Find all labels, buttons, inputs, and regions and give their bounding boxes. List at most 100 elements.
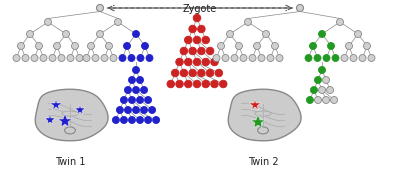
Circle shape [211,58,218,66]
Circle shape [136,97,144,104]
Circle shape [124,42,130,49]
Circle shape [215,69,223,77]
Circle shape [198,25,205,33]
Circle shape [132,106,140,113]
Circle shape [44,18,52,26]
Circle shape [322,97,330,104]
Circle shape [254,42,260,49]
Circle shape [128,77,136,84]
Circle shape [128,54,135,61]
Circle shape [236,42,242,49]
Circle shape [318,66,326,73]
Circle shape [310,42,316,49]
Circle shape [116,106,123,113]
Circle shape [140,106,148,113]
Circle shape [323,54,330,61]
Circle shape [176,80,183,88]
Circle shape [211,80,218,88]
Circle shape [128,97,136,104]
Circle shape [67,54,74,61]
Circle shape [180,69,188,77]
Circle shape [83,54,90,61]
Circle shape [149,106,156,113]
Circle shape [137,54,144,61]
Circle shape [18,42,24,49]
Circle shape [258,54,265,61]
Circle shape [318,30,326,38]
Circle shape [341,54,348,61]
Circle shape [249,54,256,61]
Circle shape [124,106,132,113]
Ellipse shape [64,127,76,134]
Circle shape [267,54,274,61]
Circle shape [276,54,283,61]
Circle shape [110,54,117,61]
Circle shape [350,54,357,61]
Circle shape [96,5,104,11]
Circle shape [354,30,362,38]
Circle shape [54,42,60,49]
Circle shape [222,54,229,61]
Circle shape [119,54,126,61]
Circle shape [189,47,196,55]
Text: Twin 2: Twin 2 [248,157,278,167]
Circle shape [240,54,247,61]
Circle shape [193,80,201,88]
Circle shape [314,54,321,61]
Circle shape [171,69,179,77]
Circle shape [72,42,78,49]
Circle shape [136,77,144,84]
Circle shape [189,25,196,33]
Circle shape [26,30,34,38]
Circle shape [144,117,152,124]
Circle shape [226,30,234,38]
Circle shape [167,80,174,88]
Circle shape [206,69,214,77]
Circle shape [306,97,314,104]
Circle shape [220,80,227,88]
Ellipse shape [255,111,271,116]
Circle shape [22,54,29,61]
Circle shape [96,30,104,38]
Circle shape [202,36,210,44]
Circle shape [206,47,214,55]
Circle shape [106,42,112,49]
Circle shape [198,47,205,55]
Circle shape [13,54,20,61]
Text: Zygote: Zygote [183,4,217,14]
Circle shape [189,69,196,77]
PathPatch shape [228,89,301,141]
Circle shape [328,42,334,49]
Ellipse shape [258,127,268,134]
Circle shape [218,42,224,49]
Circle shape [193,58,201,66]
Circle shape [330,97,338,104]
Circle shape [114,18,122,26]
Circle shape [124,86,132,93]
Circle shape [346,42,352,49]
Circle shape [202,58,210,66]
Circle shape [322,77,330,84]
Circle shape [336,18,344,26]
Circle shape [142,42,148,49]
Circle shape [132,66,140,73]
Circle shape [364,42,370,49]
Circle shape [193,36,201,44]
Circle shape [326,86,334,93]
Circle shape [314,97,322,104]
Circle shape [198,69,205,77]
Circle shape [272,42,278,49]
Circle shape [296,5,304,11]
Circle shape [40,54,47,61]
Circle shape [184,80,192,88]
Circle shape [132,86,140,93]
Circle shape [62,30,70,38]
Circle shape [36,42,42,49]
Circle shape [180,47,188,55]
Circle shape [140,86,148,93]
Circle shape [305,54,312,61]
Circle shape [144,97,152,104]
Circle shape [49,54,56,61]
Circle shape [92,54,99,61]
Circle shape [202,80,210,88]
